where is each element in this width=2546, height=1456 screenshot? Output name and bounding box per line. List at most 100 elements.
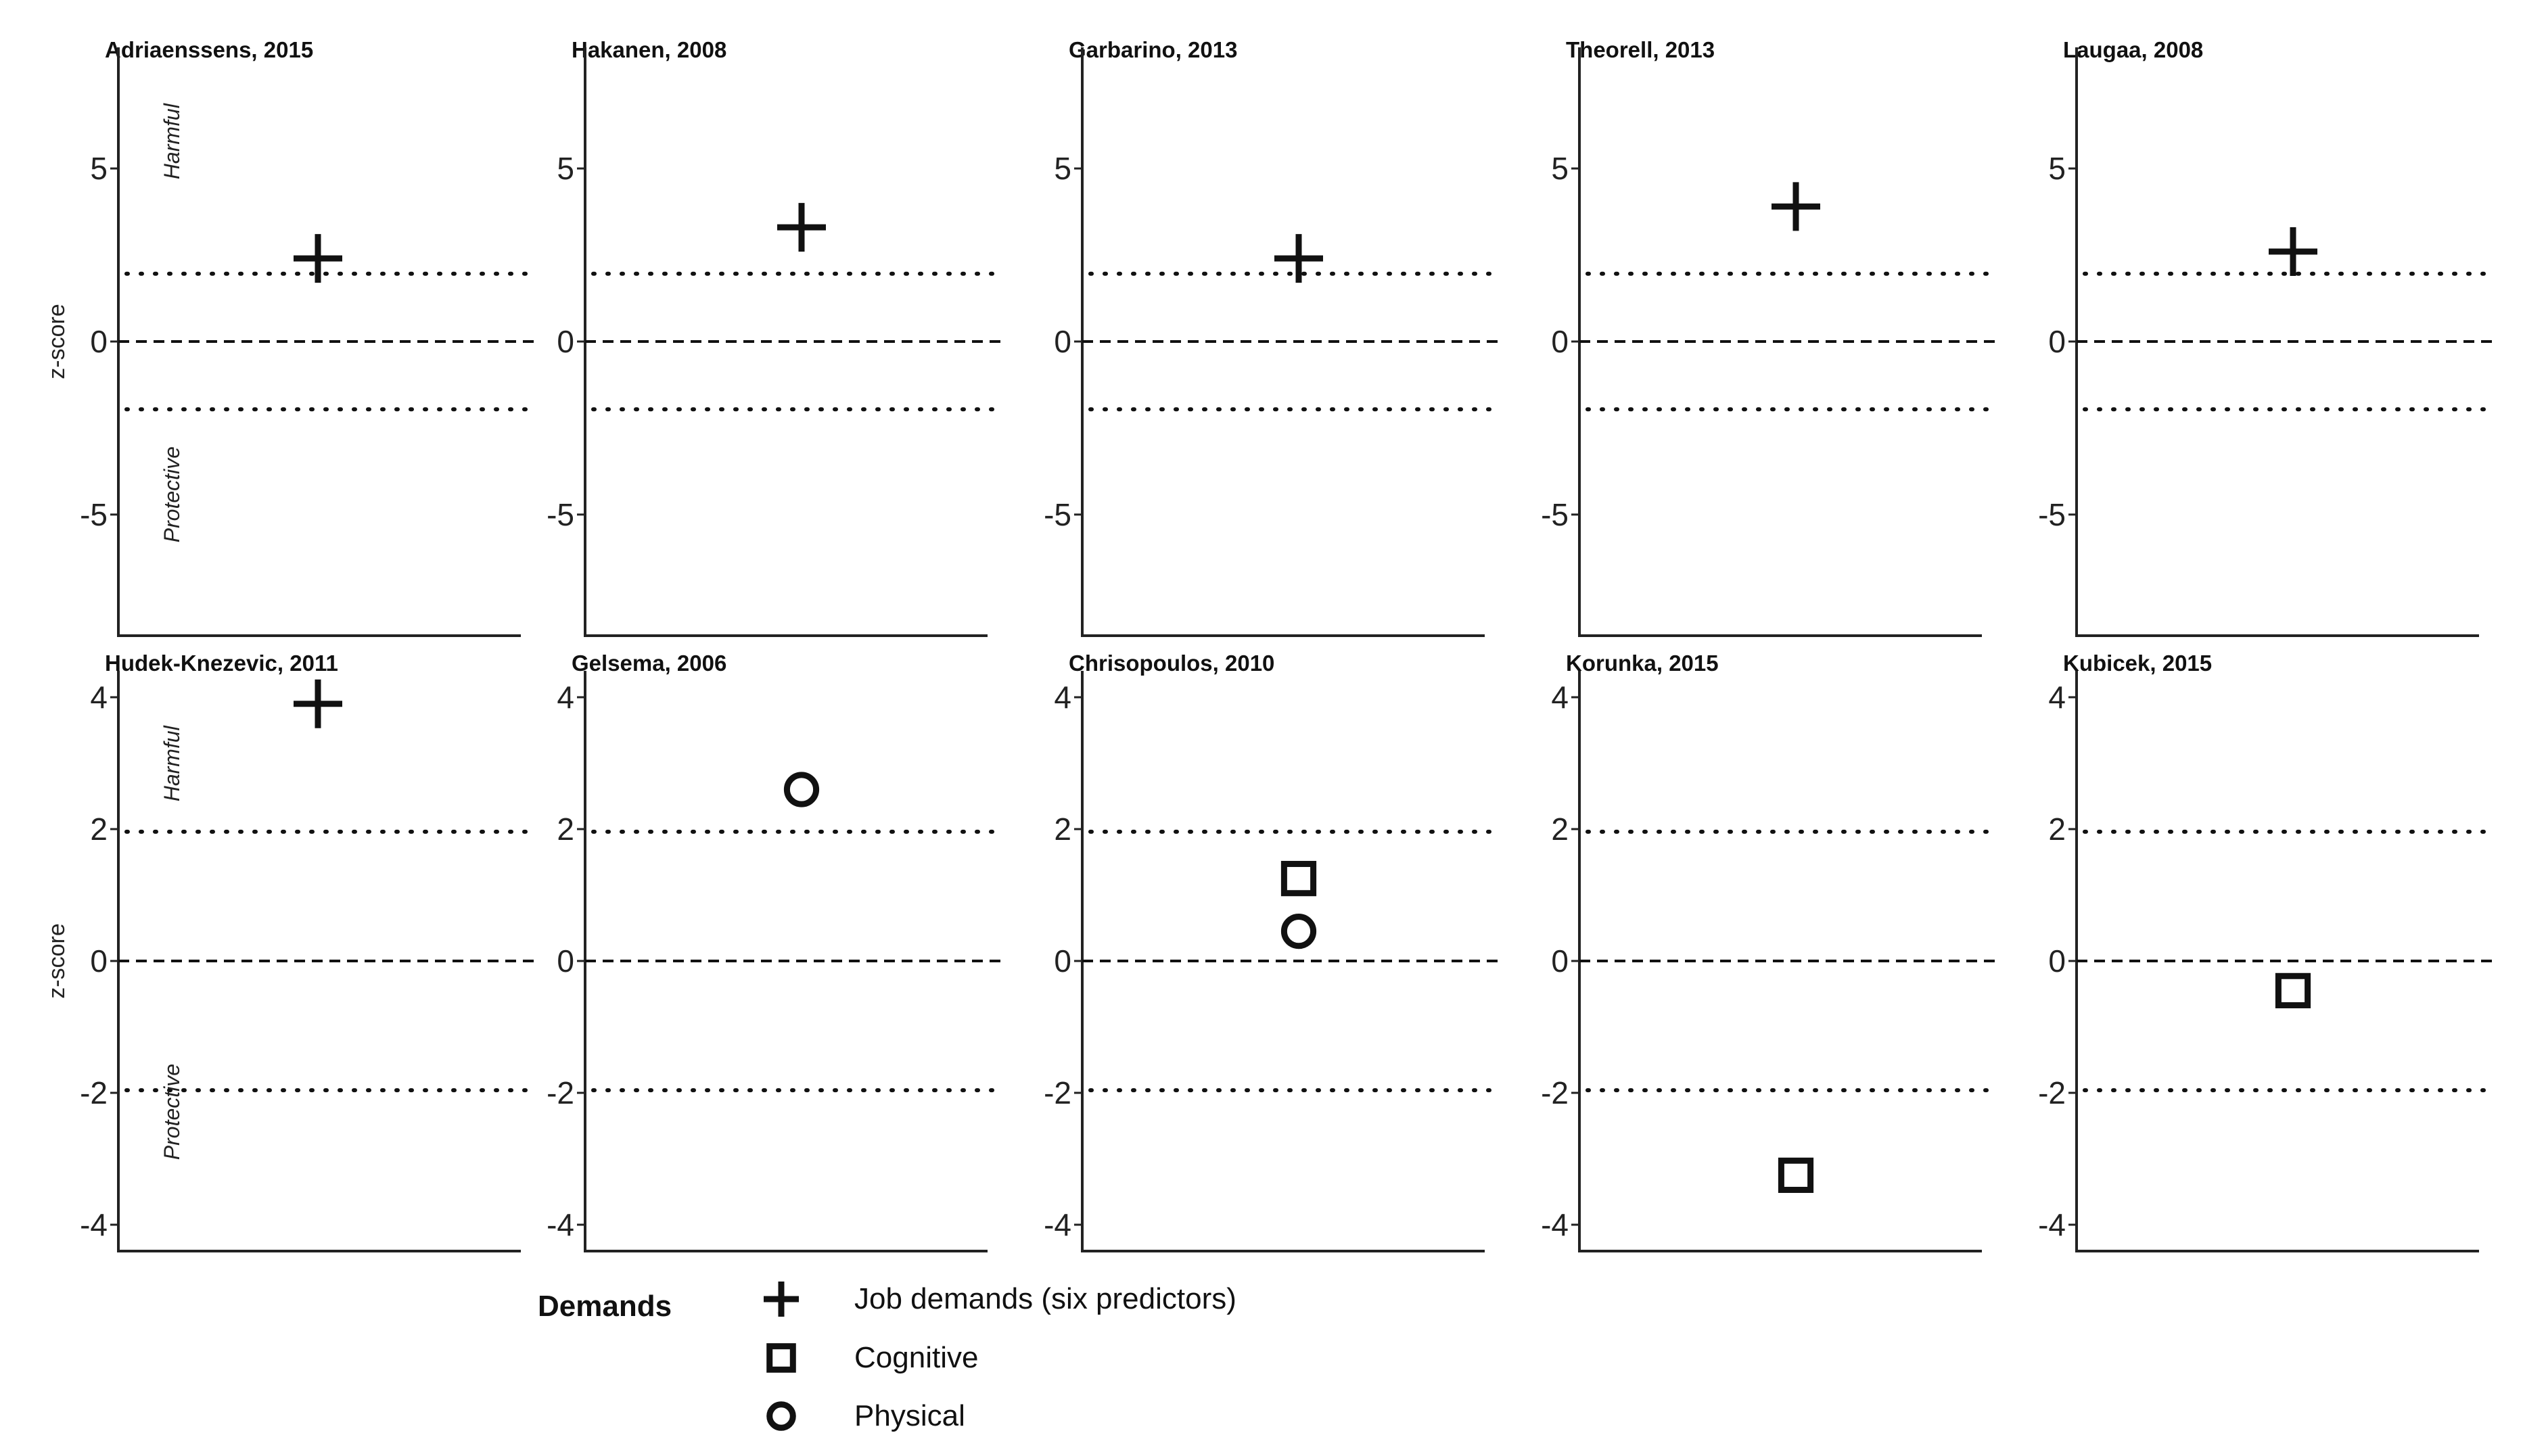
panel-10: Kubicek, 2015 -4 -2 0 2 4 bbox=[2038, 651, 2495, 1252]
panel-title: Hudek-Knezevic, 2011 bbox=[105, 651, 338, 676]
y-tick-label: 0 bbox=[1054, 943, 1071, 979]
panel-axes bbox=[584, 47, 988, 637]
panel-title: Theorell, 2013 bbox=[1566, 37, 1715, 62]
square-icon bbox=[766, 1343, 796, 1373]
y-tick-label: 0 bbox=[2048, 324, 2066, 359]
y-tick-label: 4 bbox=[2048, 680, 2066, 715]
panel-title: Adriaenssens, 2015 bbox=[105, 37, 313, 62]
plus-icon bbox=[764, 1282, 799, 1317]
y-tick-label: -5 bbox=[1541, 497, 1569, 532]
legend-items: Job demands (six predictors) Cognitive Phy… bbox=[764, 1282, 1236, 1432]
protective-label: Protective bbox=[160, 446, 184, 542]
data-point-job_demands bbox=[777, 203, 826, 252]
data-point-cognitive bbox=[2275, 972, 2311, 1008]
panel-title: Gelsema, 2006 bbox=[572, 651, 726, 676]
panel-axes bbox=[1578, 47, 1982, 637]
panel-axes bbox=[1081, 671, 1485, 1252]
panel-axes bbox=[117, 47, 521, 637]
panel-4: Theorell, 2013 -5 0 5 bbox=[1541, 37, 1997, 637]
legend: Demands Job demands (six predictors) Cogn… bbox=[538, 1282, 1236, 1432]
y-tick-label: 4 bbox=[557, 680, 574, 715]
legend-item-cognitive: Cognitive bbox=[766, 1341, 978, 1374]
legend-label: Job demands (six predictors) bbox=[854, 1282, 1236, 1315]
data-point-job_demands bbox=[1772, 182, 1820, 231]
panel-1: Adriaenssens, 2015 -5 0 5 Harmful Protective z… bbox=[44, 37, 536, 637]
panel-axes bbox=[1578, 671, 1982, 1252]
y-tick-label: -2 bbox=[547, 1075, 574, 1110]
y-tick-label: 5 bbox=[90, 151, 108, 186]
y-axis-label: z-score bbox=[44, 304, 70, 379]
data-point-physical bbox=[783, 772, 820, 807]
y-tick-label: 0 bbox=[1551, 324, 1569, 359]
y-tick-label: 2 bbox=[1551, 812, 1569, 847]
y-tick-label: -2 bbox=[1541, 1075, 1569, 1110]
panel-title: Laugaa, 2008 bbox=[2063, 37, 2203, 62]
y-tick-label: -4 bbox=[1541, 1207, 1569, 1242]
legend-label: Physical bbox=[854, 1399, 965, 1432]
panel-axes bbox=[2075, 671, 2479, 1252]
panel-5: Laugaa, 2008 -5 0 5 bbox=[2038, 37, 2495, 637]
panel-2: Hakanen, 2008 -5 0 5 bbox=[547, 37, 1003, 637]
y-tick-label: 0 bbox=[90, 324, 108, 359]
y-tick-label: 4 bbox=[90, 680, 108, 715]
y-tick-label: 2 bbox=[557, 812, 574, 847]
y-tick-label: 0 bbox=[2048, 943, 2066, 979]
data-point-job_demands bbox=[2269, 227, 2317, 276]
panel-axes bbox=[117, 671, 521, 1252]
y-tick-label: -2 bbox=[1044, 1075, 1071, 1110]
panel-axes bbox=[584, 671, 988, 1252]
panel-title: Hakanen, 2008 bbox=[572, 37, 726, 62]
y-tick-label: 5 bbox=[1551, 151, 1569, 186]
panel-9: Korunka, 2015 -4 -2 0 2 4 bbox=[1541, 651, 1997, 1252]
data-point-cognitive bbox=[1778, 1157, 1814, 1193]
panel-axes bbox=[2075, 47, 2479, 637]
data-point-job_demands bbox=[294, 679, 342, 728]
y-tick-label: 4 bbox=[1054, 680, 1071, 715]
panel-title: Chrisopoulos, 2010 bbox=[1069, 651, 1274, 676]
y-tick-label: 5 bbox=[557, 151, 574, 186]
y-tick-label: 5 bbox=[2048, 151, 2066, 186]
y-tick-label: 5 bbox=[1054, 151, 1071, 186]
panel-8: Chrisopoulos, 2010 -4 -2 0 2 4 bbox=[1044, 651, 1500, 1252]
y-tick-label: 0 bbox=[557, 943, 574, 979]
y-axis-label: z-score bbox=[44, 923, 70, 998]
y-tick-label: 0 bbox=[1054, 324, 1071, 359]
y-tick-label: -5 bbox=[80, 497, 108, 532]
y-tick-label: 0 bbox=[90, 943, 108, 979]
data-point-cognitive bbox=[1280, 861, 1317, 897]
panel-axes bbox=[1081, 47, 1485, 637]
y-tick-label: 0 bbox=[557, 324, 574, 359]
legend-label: Cognitive bbox=[854, 1341, 978, 1374]
y-tick-label: -2 bbox=[80, 1075, 108, 1110]
y-tick-label: -4 bbox=[2038, 1207, 2066, 1242]
y-tick-label: -4 bbox=[80, 1207, 108, 1242]
harmful-label: Harmful bbox=[160, 725, 184, 801]
harmful-label: Harmful bbox=[160, 103, 184, 179]
panel-3: Garbarino, 2013 -5 0 5 bbox=[1044, 37, 1500, 637]
y-tick-label: 2 bbox=[2048, 812, 2066, 847]
data-point-job_demands bbox=[294, 234, 342, 283]
circle-icon bbox=[766, 1401, 796, 1431]
y-tick-label: -5 bbox=[2038, 497, 2066, 532]
panel-title: Kubicek, 2015 bbox=[2063, 651, 2212, 676]
panel-6: Hudek-Knezevic, 2011 -4 -2 0 2 4 Harmful Protec… bbox=[44, 651, 536, 1252]
y-tick-label: 0 bbox=[1551, 943, 1569, 979]
y-tick-label: 4 bbox=[1551, 680, 1569, 715]
y-tick-label: -5 bbox=[547, 497, 574, 532]
y-tick-label: -5 bbox=[1044, 497, 1071, 532]
panel-title: Garbarino, 2013 bbox=[1069, 37, 1237, 62]
legend-item-job_demands: Job demands (six predictors) bbox=[764, 1282, 1236, 1317]
panel-title: Korunka, 2015 bbox=[1566, 651, 1719, 676]
legend-item-physical: Physical bbox=[766, 1399, 965, 1432]
panel-7: Gelsema, 2006 -4 -2 0 2 4 bbox=[547, 651, 1003, 1252]
y-tick-label: 2 bbox=[1054, 812, 1071, 847]
y-tick-label: -4 bbox=[1044, 1207, 1071, 1242]
data-point-physical bbox=[1280, 914, 1317, 949]
legend-title: Demands bbox=[538, 1290, 672, 1323]
y-tick-label: -2 bbox=[2038, 1075, 2066, 1110]
y-tick-label: 2 bbox=[90, 812, 108, 847]
protective-label: Protective bbox=[160, 1064, 184, 1160]
y-tick-label: -4 bbox=[547, 1207, 574, 1242]
data-point-job_demands bbox=[1274, 234, 1323, 283]
